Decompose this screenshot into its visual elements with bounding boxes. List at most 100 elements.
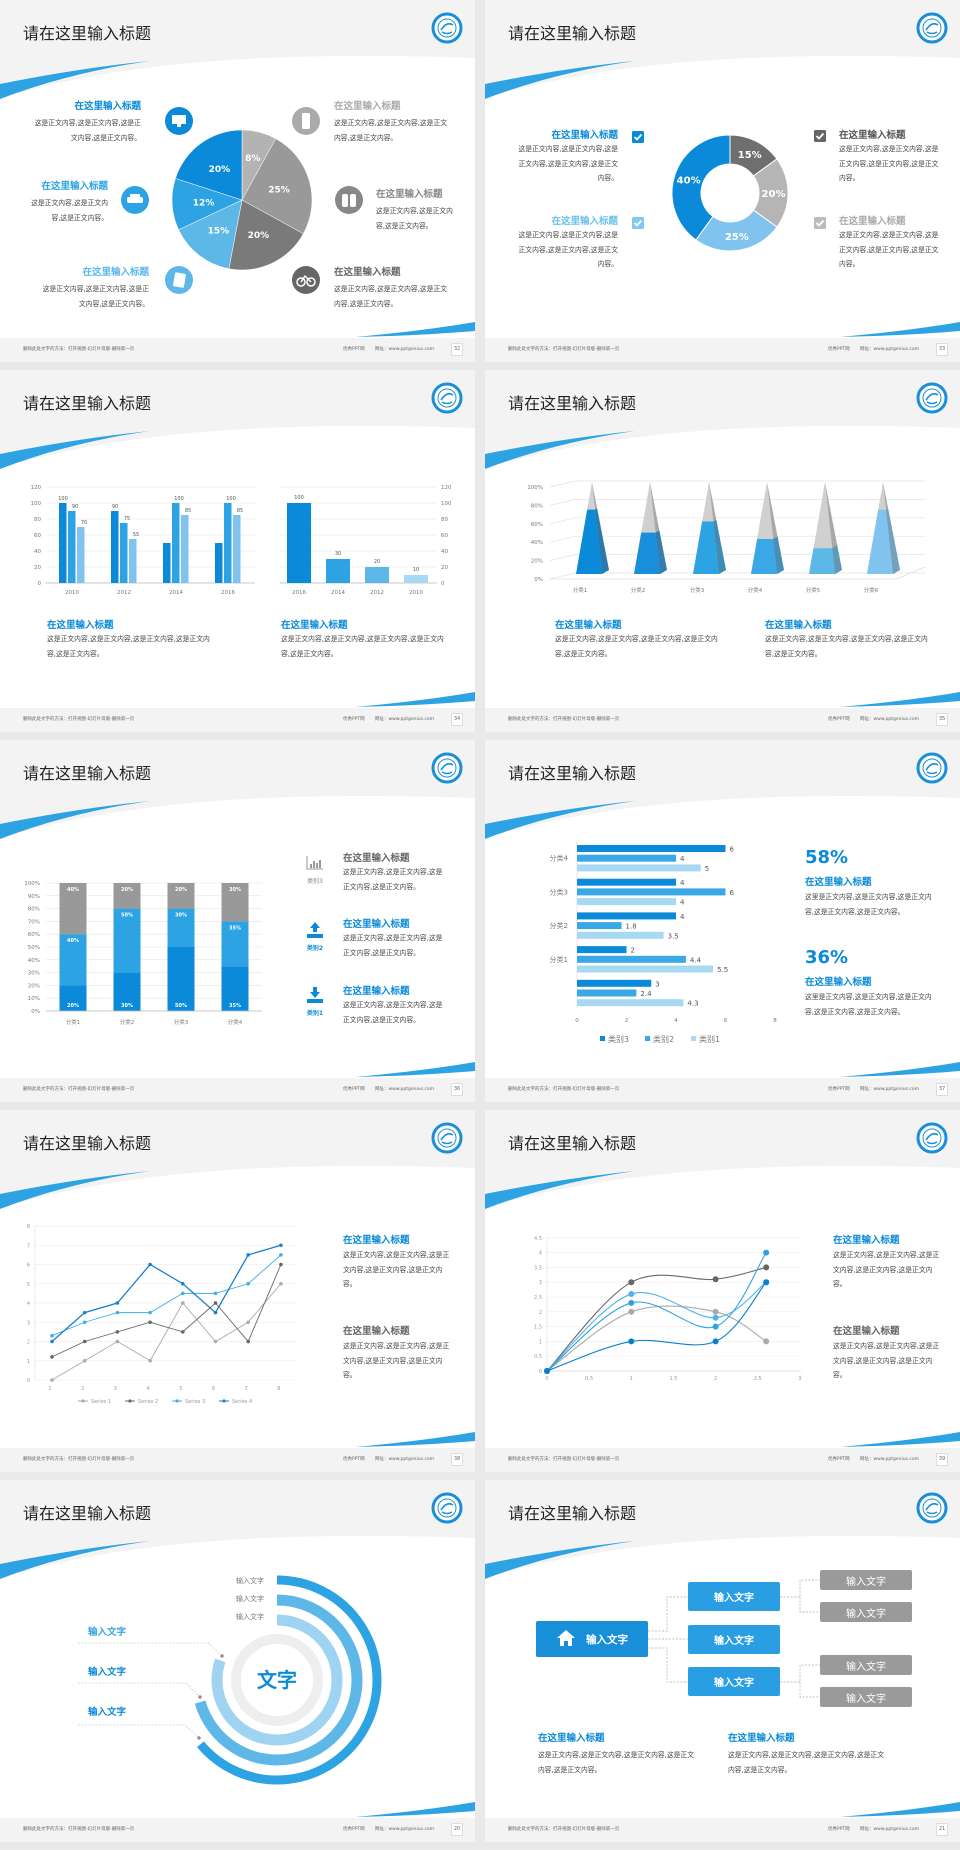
category-label: 类别2 xyxy=(307,944,323,952)
side-label: 输入文字 xyxy=(88,1666,127,1678)
s xyxy=(127,197,143,203)
checkbox-icon xyxy=(632,217,644,229)
block-heading: 在这里输入标题 xyxy=(728,1733,795,1744)
series-curve xyxy=(546,1252,767,1372)
progress-arc xyxy=(211,1614,343,1746)
data-point xyxy=(82,1358,87,1363)
footer-site: 优秀PPT网 xyxy=(343,1457,365,1462)
y-tick-label: 40 xyxy=(34,549,41,555)
text-block: 在这里输入标题 这是正文内容,这是正文内容,这是正文内容,这是正文内容,这是正文内… xyxy=(517,213,618,272)
bar-data-label: 3 xyxy=(655,980,659,988)
block-body: 这是正文内容,这是正文内容,这是正文内容,这是正文内容,这是正文内容。 xyxy=(343,1251,450,1288)
branch-node[interactable]: 输入文字 xyxy=(688,1667,780,1696)
y-tick-label: 80 xyxy=(34,517,41,523)
root-label: 输入文字 xyxy=(586,1633,628,1646)
pyramid-bar xyxy=(634,482,667,574)
legend-swatch xyxy=(645,1036,650,1041)
bar xyxy=(326,559,350,583)
white-content-area xyxy=(0,1165,475,1448)
text-block: 在这里输入标题 这是正文内容,这是正文内容,这是正文内容,这是正文内容,这是正文内… xyxy=(343,1232,453,1292)
home-icon xyxy=(556,1629,576,1650)
footer-site: 优秀PPT网 xyxy=(343,1827,365,1832)
footer-url: 网址：www.pptgenius.com xyxy=(375,347,435,352)
x-tick-label: 0 xyxy=(575,1018,579,1024)
footer-site: 优秀PPT网 xyxy=(828,1087,850,1092)
x-tick-label: 分类3 xyxy=(174,1018,189,1026)
pie-label: 20% xyxy=(209,165,231,175)
bar xyxy=(111,511,119,583)
block-heading: 在这里输入标题 xyxy=(47,620,114,631)
data-point xyxy=(763,1249,770,1256)
gridline xyxy=(549,517,925,525)
hbar xyxy=(577,864,701,872)
bar xyxy=(181,515,189,583)
slide: 请在这里输入标题 删除此处文字的方法：打开视图-幻灯片母版-删除第一页 优秀PPT网… xyxy=(485,1480,960,1842)
block-body: 这是正文内容,这是正文内容,这是正文内容。 xyxy=(31,199,108,222)
x-tick-label: 2014 xyxy=(169,590,183,596)
pie-label: 12% xyxy=(193,198,215,208)
white-content-area xyxy=(485,795,960,1078)
logo-inner xyxy=(922,18,942,38)
logo-emblem xyxy=(925,23,939,35)
block-body: 这是正文内容,这是正文内容,这是正文内容,这是正文内容,这是正文内容。 xyxy=(538,1751,695,1774)
leaf-node[interactable]: 输入文字 xyxy=(820,1570,912,1590)
logo-ring xyxy=(431,12,463,44)
branch-node[interactable]: 输入文字 xyxy=(688,1625,780,1654)
white-content-area xyxy=(485,55,960,338)
y-tick-label: 0 xyxy=(441,581,445,587)
logo-inner xyxy=(437,18,457,38)
text-block: 在这里输入标题 这是正文内容,这是正文内容,这是正文内容,这是正文内容。 xyxy=(343,916,448,960)
bar-data-label: 5 xyxy=(705,865,709,873)
bar-data-label: 2 xyxy=(631,947,635,955)
block-heading: 在这里输入标题 xyxy=(82,267,149,278)
bar-data-label: 2.4 xyxy=(640,990,652,998)
block-body: 这是正文内容,这是正文内容,这是正文内容,这是正文内容,这是正文内容。 xyxy=(765,635,928,658)
y-tick-label: 60% xyxy=(28,932,40,938)
logo-ring xyxy=(916,12,948,44)
s xyxy=(296,277,306,287)
leaf-node[interactable]: 输入文字 xyxy=(820,1602,912,1622)
legend-label: 类别2 xyxy=(653,1034,674,1044)
block-body: 这是正文内容,这是正文内容,这是正文内容,这是正文内容,这是正文内容。 xyxy=(839,145,939,182)
data-point xyxy=(82,1310,87,1315)
gridline xyxy=(549,480,925,488)
y-tick-label: 0 xyxy=(27,1378,30,1384)
block-body: 这里是正文内容,这是正文内容,这是正文内容,这是正文内容,这是正文内容。 xyxy=(805,893,932,916)
x-tick-label: 分类2 xyxy=(631,586,646,594)
data-point xyxy=(148,1320,152,1325)
page-number: 33 xyxy=(936,343,948,356)
binoculars-icon xyxy=(335,186,363,214)
blue-swoosh-bottom xyxy=(840,1802,960,1817)
data-point xyxy=(279,1243,283,1248)
page-number: 38 xyxy=(451,1453,463,1466)
segment-label: 20% xyxy=(121,887,133,893)
leaf-node[interactable]: 输入文字 xyxy=(820,1655,912,1675)
footer-site: 优秀PPT网 xyxy=(828,717,850,722)
text-block: 在这里输入标题 这是正文内容,这是正文内容,这是正文内容。 xyxy=(376,186,461,233)
text-block: 在这里输入标题 这是正文内容,这是正文内容,这是正文内容,这是正文内容。 xyxy=(343,850,448,894)
stacked-bar-segment xyxy=(221,883,249,922)
data-point xyxy=(181,1281,185,1286)
bar-data-label: 4.4 xyxy=(690,956,702,964)
monitor-icon xyxy=(165,107,193,135)
block-heading: 在这里输入标题 xyxy=(74,101,141,112)
footer-url: 网址：www.pptgenius.com xyxy=(860,1457,920,1462)
root-node[interactable]: 输入文字 xyxy=(536,1621,648,1657)
block-body: 这是正文内容,这是正文内容,这是正文内容,这是正文内容。 xyxy=(343,868,443,891)
hbar xyxy=(577,946,627,954)
donut-label: 20% xyxy=(762,189,786,200)
y-tick-label: 0.5 xyxy=(534,1354,542,1360)
branch-node[interactable]: 输入文字 xyxy=(688,1582,780,1611)
leaf-node[interactable]: 输入文字 xyxy=(820,1687,912,1707)
logo-emblem xyxy=(440,23,454,35)
hbar xyxy=(577,878,676,886)
stacked-bar-segment xyxy=(113,972,141,1011)
x-tick-label: 分类1 xyxy=(66,1018,81,1026)
block-heading: 在这里输入标题 xyxy=(555,620,622,631)
legend-label: 类别3 xyxy=(608,1034,629,1044)
series-curve xyxy=(546,1305,767,1372)
data-point xyxy=(181,1291,185,1296)
stacked-bar-segment xyxy=(59,883,87,935)
